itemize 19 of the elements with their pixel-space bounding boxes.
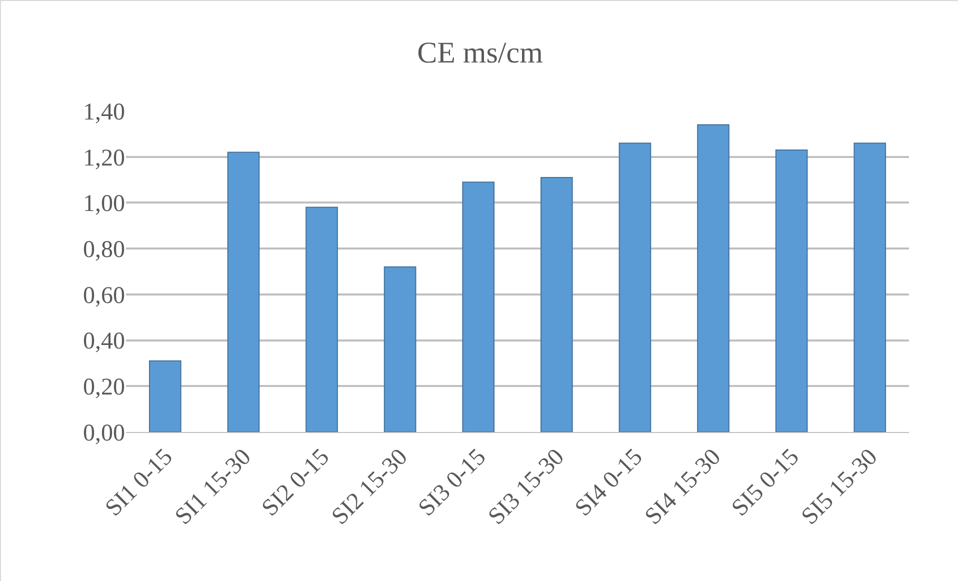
bar	[697, 124, 730, 432]
y-tick-label: 1,20	[83, 145, 125, 172]
bar	[540, 176, 573, 432]
bar	[306, 206, 338, 432]
y-tick-label: 0,20	[83, 374, 125, 401]
bar	[384, 266, 416, 432]
chart-title: CE ms/cm	[417, 36, 543, 70]
bar	[148, 360, 182, 432]
y-tick-label: 0,40	[83, 328, 125, 355]
y-tick-label: 1,00	[83, 191, 125, 218]
bar	[854, 142, 886, 432]
bar	[618, 142, 652, 432]
bar	[227, 152, 260, 432]
bar	[775, 149, 808, 432]
y-tick-label: 1,40	[83, 99, 125, 126]
y-tick-label: 0,00	[83, 420, 125, 446]
bar	[462, 182, 495, 432]
y-tick-label: 0,80	[83, 236, 125, 263]
y-tick-label: 0,60	[83, 282, 125, 309]
